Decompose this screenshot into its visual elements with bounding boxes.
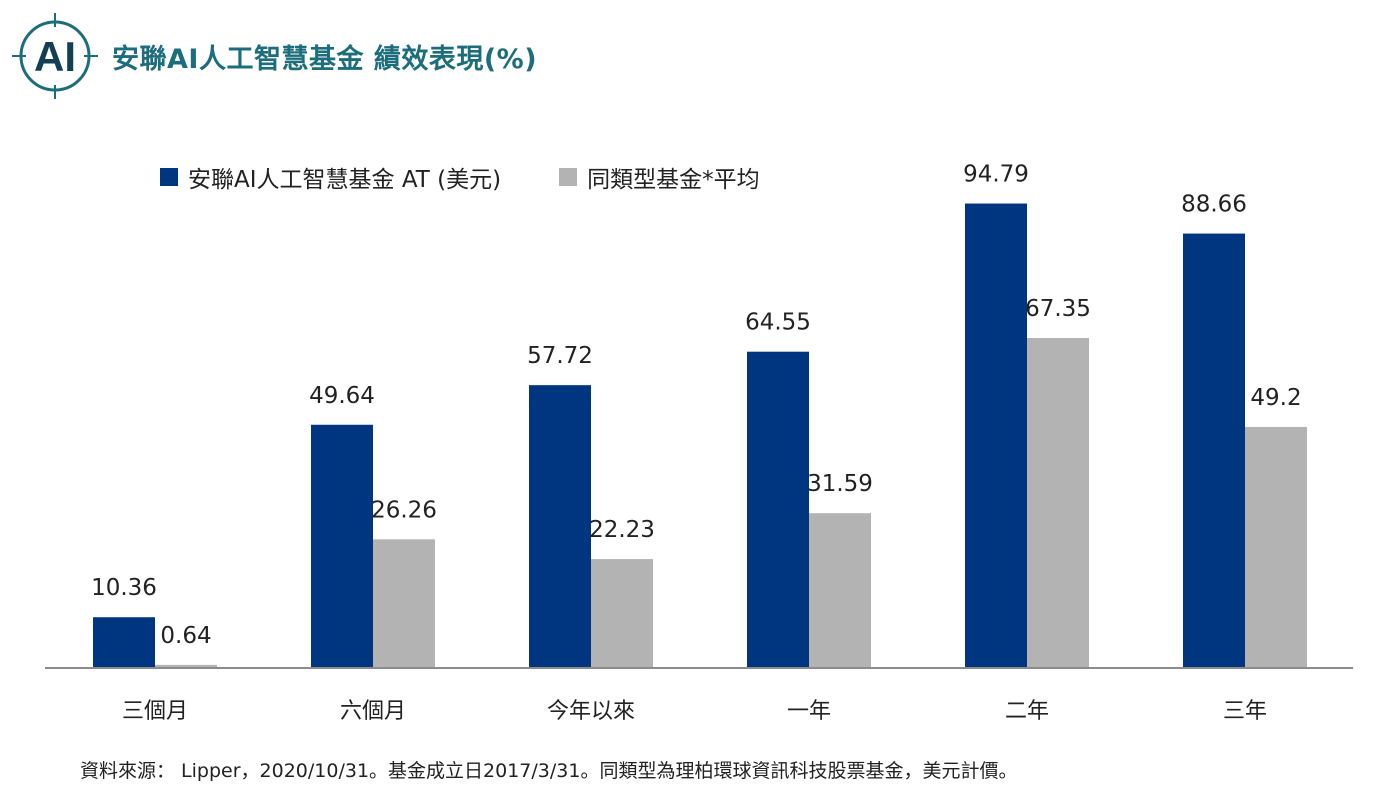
category-label-0: 三個月 bbox=[122, 699, 188, 724]
data-label-peer-0: 0.64 bbox=[160, 623, 211, 649]
data-label-fund-1: 49.64 bbox=[309, 383, 375, 409]
data-label-peer-3: 31.59 bbox=[807, 471, 873, 497]
data-label-peer-1: 26.26 bbox=[371, 497, 437, 523]
data-label-fund-5: 88.66 bbox=[1181, 192, 1247, 218]
legend-swatch-peer bbox=[559, 168, 578, 186]
data-label-fund-0: 10.36 bbox=[91, 575, 157, 601]
bar-fund-5 bbox=[1183, 233, 1245, 669]
bar-fund-0 bbox=[93, 617, 155, 668]
bar-peer-0 bbox=[155, 664, 217, 668]
bar-fund-1 bbox=[311, 424, 373, 668]
category-label-5: 三年 bbox=[1223, 699, 1267, 724]
header: AI 安聯AI人工智慧基金 績效表現(%) bbox=[12, 13, 538, 99]
bar-peer-5 bbox=[1245, 426, 1307, 668]
legend-label-fund: 安聯AI人工智慧基金 AT (美元) bbox=[188, 167, 502, 193]
logo-text: AI bbox=[34, 33, 76, 80]
ai-logo-icon: AI bbox=[12, 13, 98, 99]
data-label-peer-2: 22.23 bbox=[589, 517, 655, 543]
bar-fund-2 bbox=[529, 385, 591, 668]
chart-legend: 安聯AI人工智慧基金 AT (美元) 同類型基金*平均 bbox=[160, 160, 818, 194]
data-label-fund-2: 57.72 bbox=[527, 343, 593, 369]
bar-fund-3 bbox=[747, 351, 809, 668]
page-title: 安聯AI人工智慧基金 績效表現(%) bbox=[112, 43, 538, 75]
data-label-fund-3: 64.55 bbox=[745, 310, 811, 336]
legend-item-fund: 安聯AI人工智慧基金 AT (美元) bbox=[160, 160, 501, 194]
category-label-2: 今年以來 bbox=[547, 699, 635, 724]
bar-peer-2 bbox=[591, 559, 653, 668]
data-label-fund-4: 94.79 bbox=[963, 162, 1029, 188]
data-label-peer-4: 67.35 bbox=[1025, 296, 1091, 322]
source-note: 資料來源： Lipper，2020/10/31。基金成立日2017/3/31。同… bbox=[80, 760, 1018, 782]
data-label-peer-5: 49.2 bbox=[1250, 385, 1301, 411]
legend-swatch-fund bbox=[160, 168, 178, 186]
category-label-3: 一年 bbox=[787, 699, 831, 724]
category-label-1: 六個月 bbox=[340, 699, 406, 724]
category-label-4: 二年 bbox=[1005, 699, 1049, 724]
bar-peer-1 bbox=[373, 539, 435, 668]
legend-label-peer: 同類型基金*平均 bbox=[587, 167, 760, 193]
bar-peer-3 bbox=[809, 513, 871, 668]
bar-peer-4 bbox=[1027, 337, 1089, 668]
legend-item-peer: 同類型基金*平均 bbox=[559, 160, 760, 194]
bar-fund-4 bbox=[965, 203, 1027, 669]
